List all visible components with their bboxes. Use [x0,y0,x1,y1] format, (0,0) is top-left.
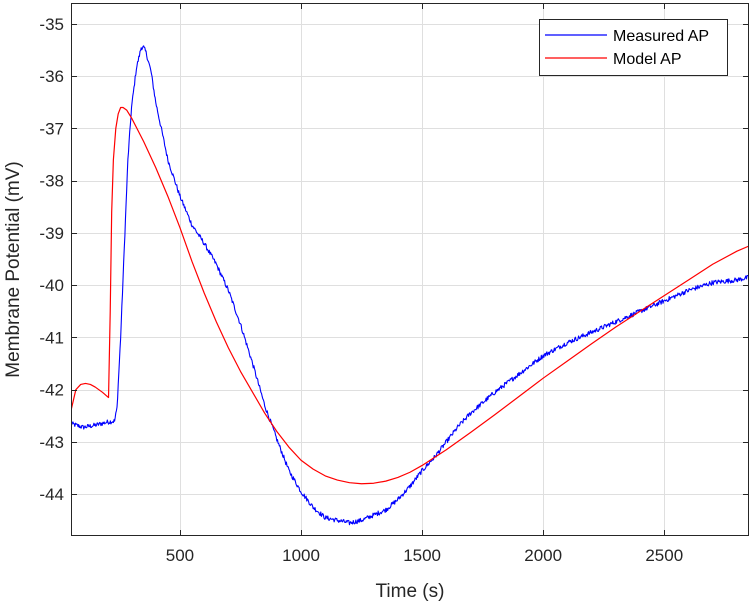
legend-box [539,19,728,76]
grid [71,3,749,536]
y-tick-label: -35 [39,15,64,34]
y-tick-label: -41 [39,328,64,347]
y-tick-label: -44 [39,485,64,504]
y-tick-label: -43 [39,433,64,452]
y-axis-label: Membrane Potential (mV) [3,161,24,377]
y-tick-label: -42 [39,381,64,400]
series-layer [71,45,749,526]
y-tick-label: -38 [39,172,64,191]
legend-entry: Measured AP [613,28,709,45]
x-tick-label: 500 [166,546,194,565]
y-tick-label: -40 [39,276,64,295]
x-tick-label: 1000 [282,546,320,565]
y-tick-label: -39 [39,224,64,243]
legend-entry: Model AP [613,51,681,68]
legend: Measured AP Model AP [539,19,728,76]
plot-frame [71,3,749,536]
plot-area [71,3,749,536]
x-tick-label: 2000 [524,546,562,565]
series-line-model [71,106,749,485]
x-axis-label: Time (s) [376,581,445,602]
x-tick-label: 1500 [403,546,441,565]
y-tick-label: -37 [39,119,64,138]
y-tick-label: -36 [39,67,64,86]
x-tick-label: 2500 [645,546,683,565]
series-line-measured [71,45,749,526]
ticks: 500 1000 1500 2000 2500 -44 -43 -42 -41 -40 -39 -38… [39,3,749,565]
